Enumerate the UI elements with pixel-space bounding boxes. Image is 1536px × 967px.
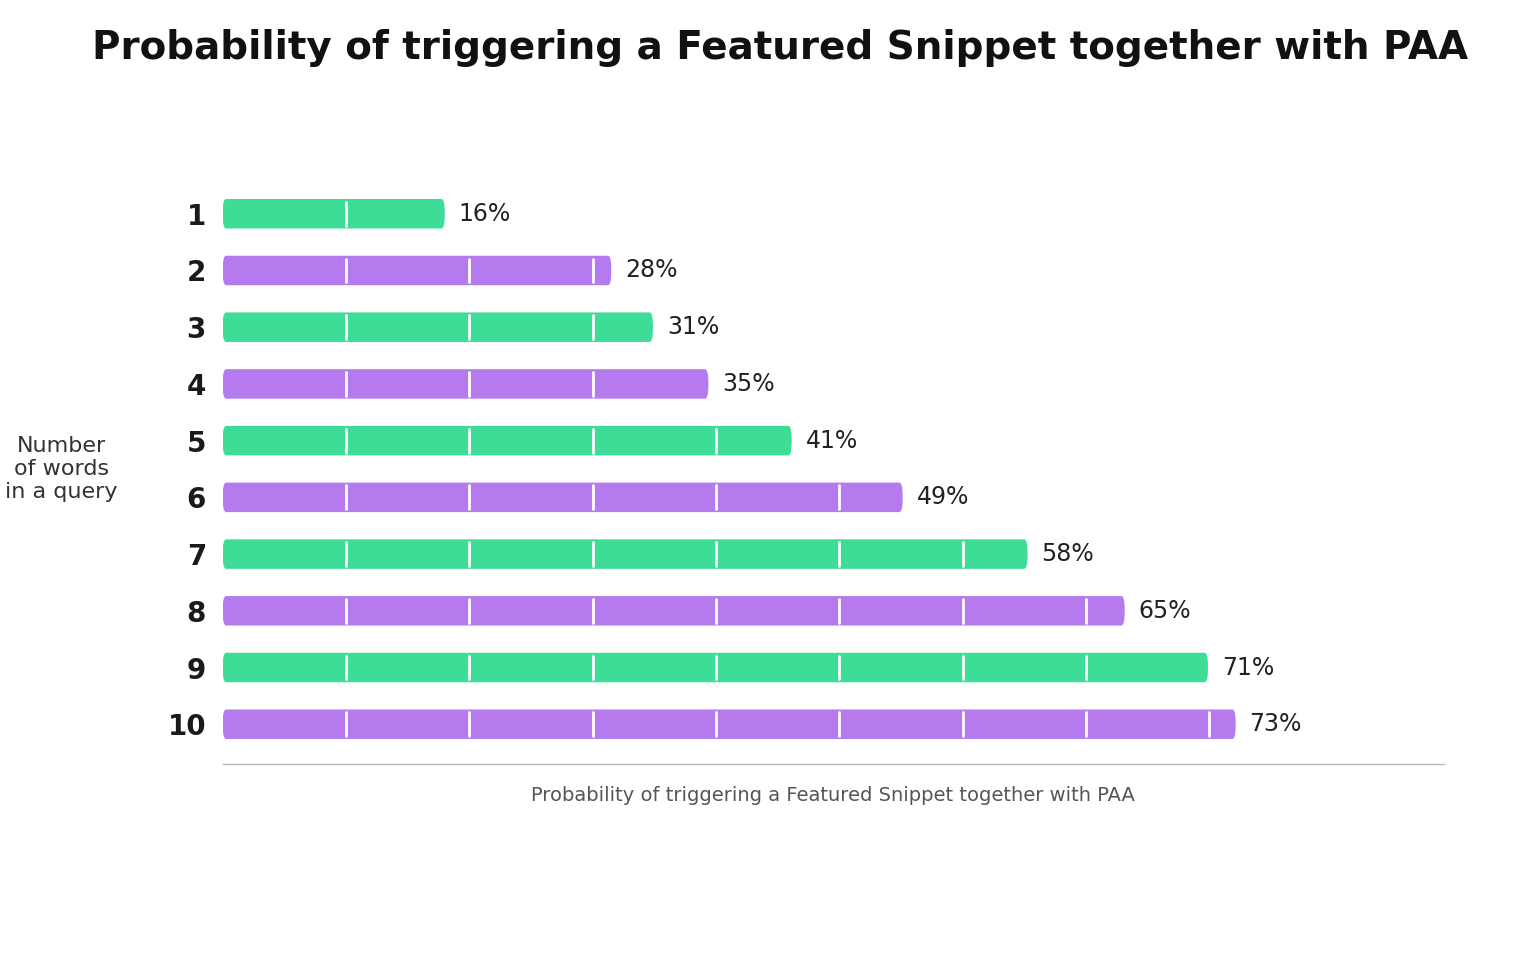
- FancyBboxPatch shape: [223, 540, 1028, 569]
- Text: ➤◎: ➤◎: [1324, 899, 1367, 923]
- Text: 35%: 35%: [722, 372, 774, 396]
- Text: Probability of triggering a Featured Snippet together with PAA: Probability of triggering a Featured Sni…: [92, 29, 1468, 67]
- Text: 49%: 49%: [917, 485, 969, 510]
- Text: Number
of words
in a query: Number of words in a query: [5, 436, 118, 502]
- FancyBboxPatch shape: [223, 425, 791, 455]
- FancyBboxPatch shape: [223, 596, 1124, 626]
- FancyBboxPatch shape: [223, 369, 708, 398]
- FancyBboxPatch shape: [223, 255, 611, 285]
- Text: 65%: 65%: [1138, 599, 1192, 623]
- FancyBboxPatch shape: [223, 710, 1235, 739]
- FancyBboxPatch shape: [223, 653, 1207, 683]
- FancyBboxPatch shape: [223, 483, 903, 513]
- Text: 16%: 16%: [459, 202, 511, 225]
- Text: 28%: 28%: [625, 258, 677, 282]
- FancyBboxPatch shape: [223, 312, 653, 342]
- Text: semrush.com: semrush.com: [61, 901, 203, 922]
- Text: 31%: 31%: [667, 315, 719, 339]
- X-axis label: Probability of triggering a Featured Snippet together with PAA: Probability of triggering a Featured Sni…: [531, 786, 1135, 806]
- FancyBboxPatch shape: [223, 199, 445, 228]
- Text: 41%: 41%: [805, 428, 857, 453]
- Text: 58%: 58%: [1041, 542, 1094, 566]
- Text: 73%: 73%: [1250, 713, 1303, 736]
- Text: 71%: 71%: [1221, 656, 1273, 680]
- Text: semrush: semrush: [1342, 897, 1490, 925]
